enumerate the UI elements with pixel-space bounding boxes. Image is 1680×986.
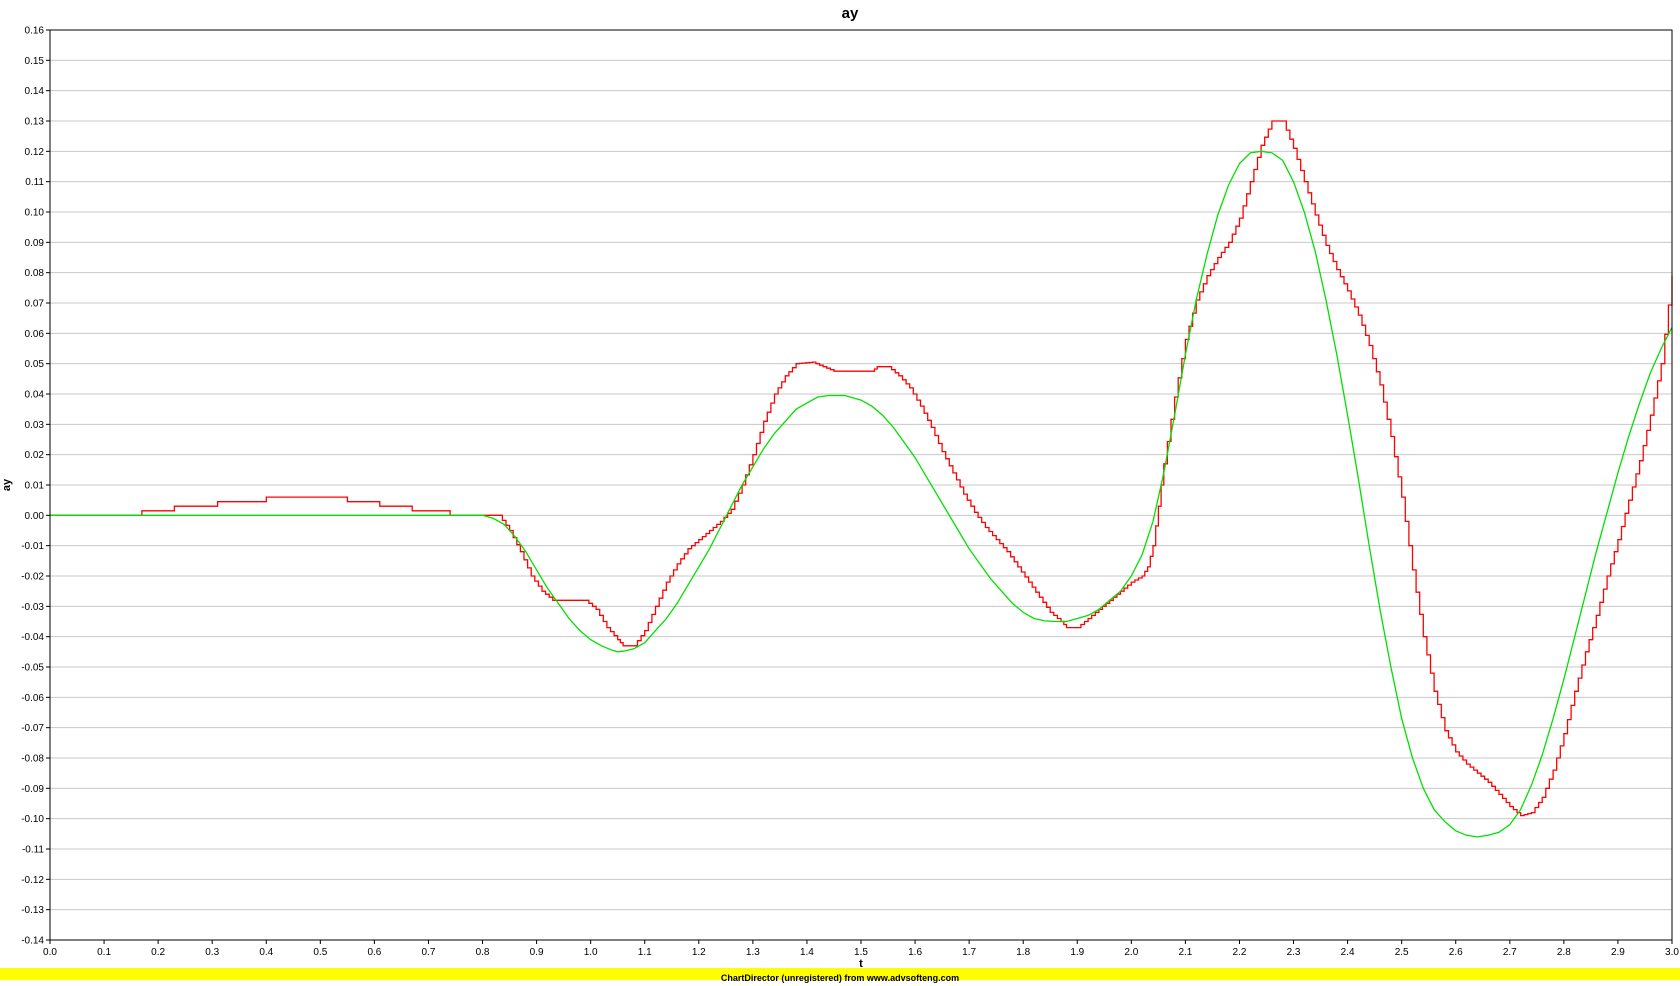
x-tick-label: 1.0 [584,947,598,958]
y-tick-label: 0.06 [25,329,45,340]
y-tick-label: 0.00 [25,511,45,522]
y-tick-label: -0.03 [21,602,44,613]
y-tick-label: 0.03 [25,420,45,431]
x-tick-label: 1.3 [746,947,760,958]
chart-title: ay [842,5,859,22]
footer-text: ChartDirector (unregistered) from www.ad… [720,973,960,983]
y-tick-label: -0.10 [21,814,44,825]
y-tick-label: -0.09 [21,784,44,795]
y-tick-label: -0.12 [21,875,44,886]
y-tick-label: 0.01 [25,481,45,492]
y-tick-label: -0.05 [21,663,44,674]
x-tick-label: 0.9 [530,947,544,958]
y-tick-label: -0.08 [21,754,44,765]
x-tick-label: 1.1 [638,947,652,958]
y-tick-label: 0.10 [25,208,45,219]
y-tick-label: 0.13 [25,117,45,128]
x-tick-label: 2.6 [1449,947,1463,958]
x-tick-label: 0.1 [97,947,111,958]
x-tick-label: 0.5 [313,947,327,958]
y-tick-label: 0.08 [25,268,45,279]
x-axis-label: t [859,958,863,968]
y-tick-label: 0.12 [25,147,45,158]
y-tick-label: 0.11 [25,177,44,188]
y-tick-label: -0.01 [21,541,44,552]
y-tick-label: 0.07 [25,299,45,310]
y-tick-label: -0.13 [21,905,44,916]
x-tick-label: 1.9 [1070,947,1084,958]
x-tick-label: 0.8 [476,947,490,958]
x-tick-label: 1.4 [800,947,814,958]
y-axis-label: ay [1,478,13,491]
y-tick-label: -0.07 [21,723,44,734]
x-tick-label: 0.3 [205,947,219,958]
x-tick-label: 2.7 [1503,947,1517,958]
y-tick-label: -0.04 [21,632,44,643]
x-tick-label: 0.7 [422,947,436,958]
x-tick-label: 2.5 [1395,947,1409,958]
y-tick-label: 0.14 [25,86,45,97]
x-tick-label: 2.2 [1233,947,1247,958]
x-tick-label: 1.7 [962,947,976,958]
y-tick-label: 0.02 [25,450,45,461]
y-tick-label: -0.06 [21,693,44,704]
x-tick-label: 2.1 [1178,947,1192,958]
x-tick-label: 2.8 [1557,947,1571,958]
x-tick-label: 1.5 [854,947,868,958]
x-tick-label: 1.8 [1016,947,1030,958]
x-axis-ticks: 0.0 0.1 0.2 0.3 0.4 0.5 0.6 0.7 0.8 0.9 1.0 1.1 1.2 1… [43,940,1679,958]
x-tick-label: 2.9 [1611,947,1625,958]
x-tick-label: 2.0 [1124,947,1138,958]
series-line-red [50,120,1673,817]
y-tick-label: -0.14 [21,936,44,947]
grid-lines [50,29,1672,941]
y-tick-label: -0.11 [22,845,44,856]
x-tick-label: 3.0 [1665,947,1679,958]
y-tick-label: 0.09 [25,238,45,249]
y-axis-ticks: 0.16 0.15 0.14 0.13 0.12 0.11 0.10 0.09 0.08 0.07… [21,26,50,947]
series-group [50,120,1673,838]
y-tick-label: 0.04 [25,390,45,401]
x-tick-label: 1.6 [908,947,922,958]
series-line-green [50,150,1673,838]
plot-frame [49,29,1673,941]
x-tick-label: 0.6 [367,947,381,958]
x-tick-label: 2.4 [1341,947,1355,958]
y-tick-label: 0.05 [25,359,45,370]
x-tick-label: 0.2 [151,947,165,958]
x-tick-label: 0.4 [259,947,273,958]
footer-bar: ChartDirector (unregistered) from www.ad… [0,968,1680,983]
y-tick-label: 0.16 [25,26,45,37]
x-tick-label: 1.2 [692,947,706,958]
y-tick-label: -0.02 [21,572,44,583]
x-tick-label: 2.3 [1287,947,1301,958]
x-tick-label: 0.0 [43,947,57,958]
y-tick-label: 0.15 [25,56,45,67]
